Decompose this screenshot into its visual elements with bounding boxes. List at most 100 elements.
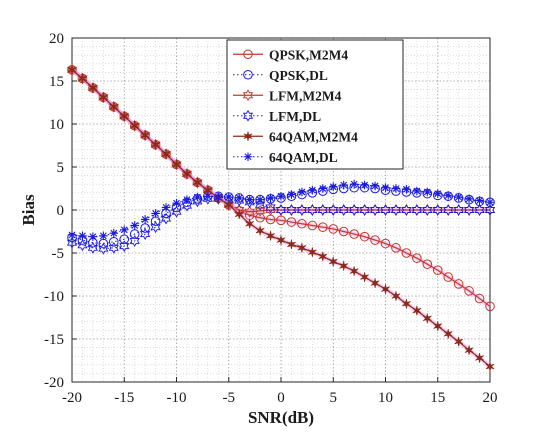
series-4-point: [140, 228, 151, 240]
series-4-point: [244, 196, 255, 209]
series-5-point: [130, 120, 140, 131]
series-1-point: [412, 253, 422, 263]
series-6-point: [381, 183, 390, 192]
legend-item: LFM,M2M4: [233, 88, 342, 103]
legend-marker: [242, 89, 254, 102]
series-5-point: [172, 159, 181, 170]
series-5-point: [475, 353, 484, 363]
series-4-point: [380, 204, 391, 216]
series-4-point: [254, 198, 266, 211]
series-4-point: [484, 204, 496, 216]
series-1-point: [338, 226, 349, 237]
series-4-point: [171, 205, 182, 218]
series-1-point: [370, 235, 380, 245]
series-5-point: [297, 242, 307, 253]
legend-item: 64QAM,M2M4: [233, 129, 358, 144]
legend-marker: [243, 131, 253, 142]
legend-marker: [243, 69, 253, 80]
series-1-point: [328, 224, 339, 234]
x-tick-label: 15: [430, 390, 445, 406]
series-1-point: [432, 265, 443, 276]
series-4-point: [234, 194, 245, 207]
series-4-point: [369, 204, 381, 216]
series-1-point: [391, 243, 401, 253]
series-5-point: [67, 64, 77, 75]
series-6-point: [161, 203, 171, 212]
series-4-point: [160, 212, 172, 225]
x-tick-label: -5: [223, 390, 236, 406]
series-1-point: [297, 218, 307, 229]
series-4-point: [401, 204, 412, 216]
series-5-point: [140, 130, 150, 141]
series-4-point: [463, 204, 475, 216]
series-5-point: [381, 284, 390, 294]
x-tick-label: 0: [277, 390, 285, 406]
legend-marker: [242, 109, 254, 122]
series-1-point: [276, 215, 286, 226]
legend-item: QPSK,M2M4: [233, 47, 348, 62]
series-5-point: [151, 139, 160, 150]
series-6-point: [370, 181, 380, 191]
series-5-point: [307, 247, 317, 258]
series-6-point: [308, 185, 317, 195]
series-4-point: [317, 204, 328, 216]
y-tick-label: -5: [52, 246, 65, 262]
series-5-point: [224, 199, 234, 210]
series-4-point: [349, 204, 360, 216]
y-tick-label: -20: [44, 375, 64, 391]
legend-label: LFM,DL: [269, 109, 321, 124]
series-5-point: [276, 235, 286, 245]
series-4-point: [275, 204, 287, 216]
series-4-point: [338, 204, 349, 216]
series-4-point: [422, 204, 433, 216]
series-6-point: [109, 228, 119, 238]
series-4-point: [328, 204, 339, 216]
series-1-point: [485, 301, 495, 312]
axis-ticks: -20 -15 -10 -5 0 5 10 15 20 -20 -15 -10 -5 0 5 10 15 20: [44, 31, 498, 406]
series-6-point: [485, 197, 495, 207]
series-6-point: [297, 187, 307, 197]
series-4-point: [119, 240, 130, 253]
series-4-point: [474, 204, 485, 216]
series-6-point: [67, 230, 77, 240]
legend-item: QPSK,DL: [233, 68, 328, 83]
legend-item: 64QAM,DL: [233, 150, 338, 165]
series-1-point: [422, 259, 433, 269]
y-tick-label: -15: [44, 332, 64, 348]
x-tick-label: 5: [330, 390, 338, 406]
series-6-point: [255, 195, 265, 204]
series-4-point: [443, 204, 454, 216]
series-6-point: [360, 180, 369, 190]
x-tick-label: 20: [483, 390, 498, 406]
series-1-point: [349, 229, 359, 239]
series-6-point: [328, 182, 338, 192]
series-6-point: [391, 184, 401, 193]
series-6-point: [276, 191, 286, 201]
series-4-point: [265, 201, 276, 214]
series-6-point: [99, 231, 108, 241]
series-1-point: [380, 238, 391, 249]
y-tick-label: 10: [49, 117, 64, 133]
series-5-point: [255, 225, 265, 236]
series-5-point: [161, 149, 171, 159]
series-5-point: [109, 101, 119, 112]
series-4-point: [129, 235, 140, 247]
series-5-point: [422, 313, 432, 324]
series-5-point: [391, 291, 401, 301]
x-tick-label: -10: [167, 390, 187, 406]
series-6-point: [454, 192, 463, 202]
legend: QPSK,M2M4 QPSK,DL LFM,M2M4 LFM,DL 64QAM,M2M4…: [226, 39, 404, 170]
series-5-point: [245, 218, 255, 229]
series-5: [67, 64, 495, 372]
series-1-point: [453, 279, 464, 289]
series-4-point: [296, 204, 308, 216]
series-1-point: [443, 272, 454, 282]
series-1-point: [286, 217, 297, 227]
series-4-point: [411, 204, 422, 216]
series-5-point: [349, 266, 359, 276]
series-4-point: [359, 204, 370, 216]
series-5-point: [402, 298, 411, 309]
series-4-point: [150, 221, 161, 234]
series-6-point: [412, 186, 422, 196]
